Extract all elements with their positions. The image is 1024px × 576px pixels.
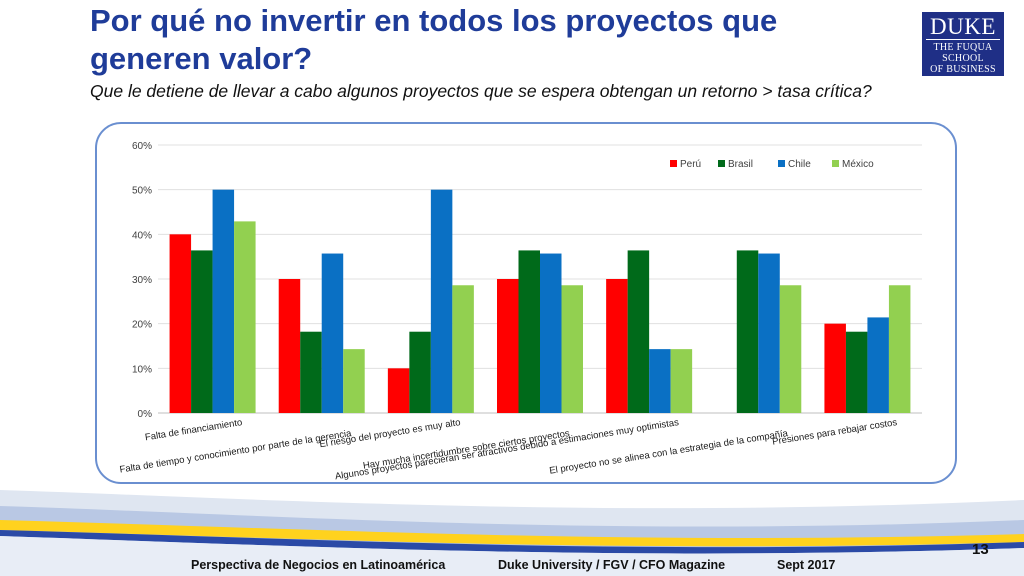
y-tick-label: 0% [138,409,153,420]
bar [300,331,322,413]
bar [343,349,365,413]
legend-label: Perú [680,159,701,170]
bar [824,323,846,413]
bar [779,285,802,413]
slide-subtitle: Que le detiene de llevar a cabo algunos … [90,81,872,101]
legend-swatch [718,160,725,167]
bar [606,279,628,413]
bar [888,285,911,413]
legend-label: Chile [788,159,811,170]
bar [452,285,474,413]
bar [561,285,583,413]
bar [212,189,235,413]
duke-fuqua-logo: DUKE THE FUQUA SCHOOL OF BUSINESS [922,12,1004,76]
bar [867,317,889,413]
legend-label: México [842,159,874,170]
legend-label: Brasil [728,159,753,170]
footer-center: Duke University / FGV / CFO Magazine [498,558,726,572]
bar [670,349,693,413]
bar [321,253,344,413]
bar [649,349,671,413]
bar [191,250,213,413]
bar [278,279,301,413]
logo-line-1: DUKE [926,15,1000,40]
legend-swatch [670,160,677,167]
y-tick-label: 20% [132,320,152,331]
footer-right: Sept 2017 [777,558,836,572]
x-category-label: Presiones para rebajar costos [772,417,899,448]
y-tick-label: 10% [132,364,152,375]
bar [430,189,453,413]
footer-left: Perspectiva de Negocios en Latinoamérica [191,558,446,572]
y-tick-label: 60% [132,141,152,152]
y-tick-label: 40% [132,230,152,241]
bar [169,234,192,413]
slide-title: Por qué no invertir en todos los proyect… [90,3,778,76]
bar [758,253,780,413]
footer-decoration [0,490,1024,576]
bar [387,368,410,413]
logo-line-2: THE FUQUA [933,42,993,53]
legend-swatch [832,160,839,167]
y-tick-label: 30% [132,275,152,286]
bar [736,250,759,413]
bar [518,250,540,413]
page-number: 13 [972,541,989,558]
bar [845,331,868,413]
legend-swatch [778,160,785,167]
logo-line-4: OF BUSINESS [930,64,996,75]
bar [627,250,650,413]
bar [409,331,431,413]
x-category-label: Algunos proyectos parecieran ser atracti… [334,417,680,482]
x-category-label: Falta de financiamiento [144,417,243,443]
y-tick-label: 50% [132,186,152,197]
logo-line-3: SCHOOL [942,53,984,64]
bar [497,279,519,413]
bar [540,253,562,413]
bar [234,221,256,413]
